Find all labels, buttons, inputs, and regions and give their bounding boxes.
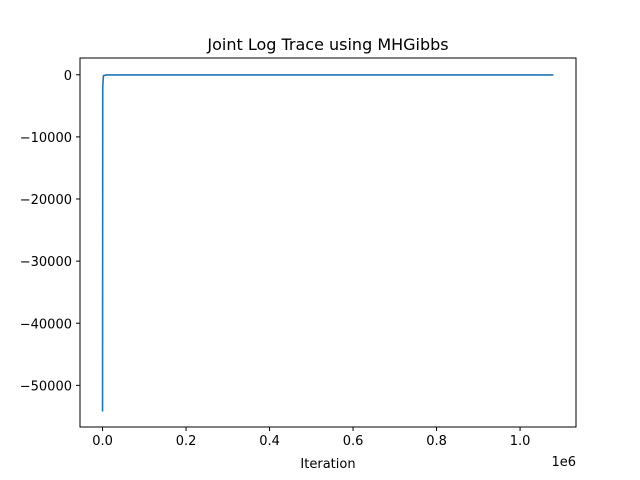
x-offset-text: 1e6 xyxy=(551,455,576,470)
x-axis-label: Iteration xyxy=(300,457,355,472)
y-tick-label: −40000 xyxy=(20,317,72,332)
x-axis: 0.0 0.2 0.4 0.6 0.8 1.0 xyxy=(92,427,530,449)
y-tick-label: −20000 xyxy=(20,193,72,208)
x-tick-label: 0.4 xyxy=(259,434,280,449)
x-tick-label: 0.8 xyxy=(426,434,447,449)
y-tick-label: −10000 xyxy=(20,131,72,146)
x-tick-label: 0.2 xyxy=(176,434,197,449)
y-tick-label: 0 xyxy=(64,69,72,84)
plot-area xyxy=(101,74,554,412)
series-line xyxy=(101,74,554,412)
chart-title: Joint Log Trace using MHGibbs xyxy=(206,35,448,54)
x-tick-label: 1.0 xyxy=(510,434,531,449)
y-tick-label: −30000 xyxy=(20,255,72,270)
x-tick-label: 0.0 xyxy=(92,434,113,449)
axes-frame xyxy=(79,57,577,428)
x-tick-label: 0.6 xyxy=(343,434,364,449)
y-tick-label: −50000 xyxy=(20,379,72,394)
y-axis: 0 −10000 −20000 −30000 −40000 −50000 xyxy=(20,69,80,394)
